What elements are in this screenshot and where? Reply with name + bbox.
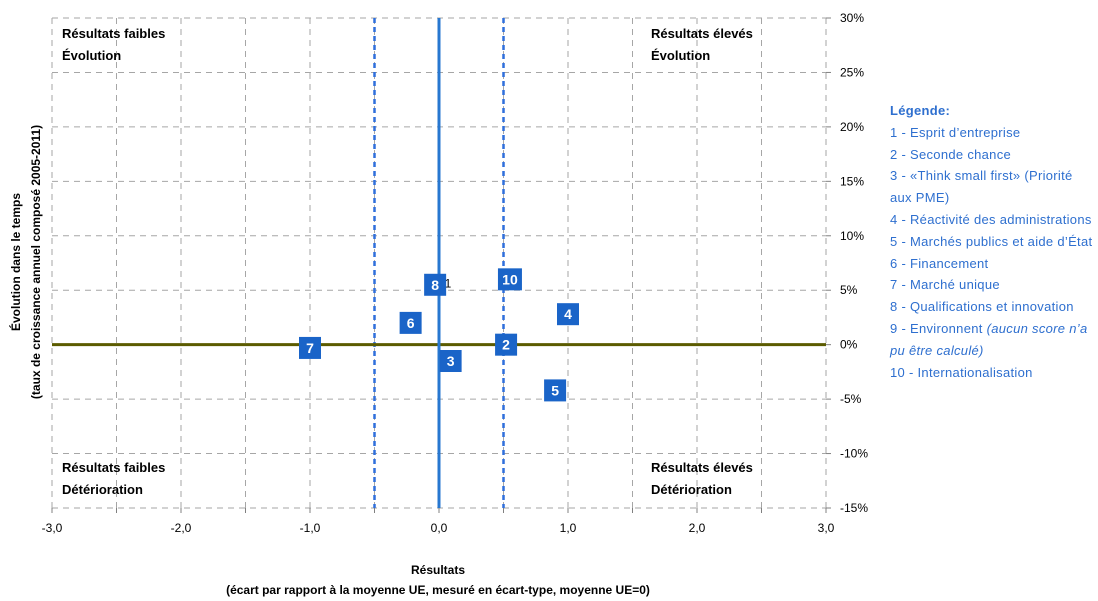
y-tick-label: 20% (840, 120, 864, 134)
y-tick-label: 10% (840, 229, 864, 243)
point-label: 3 (447, 353, 455, 369)
y-axis-title: Évolution dans le temps (8, 193, 23, 331)
quadrant-top-left-line1: Résultats faibles (62, 26, 165, 41)
point-box (399, 311, 422, 334)
quadrant-bottom-right-line1: Résultats élevés (651, 460, 753, 475)
legend-item-9: 9 - Environnent (aucun score n’a pu être… (890, 318, 1095, 362)
y-tick-label: -15% (840, 501, 868, 515)
legend-item-1: 1 - Esprit d’entreprise (890, 124, 1021, 140)
point-box (544, 379, 567, 402)
reference-lines (52, 18, 826, 508)
quadrant-bottom-left-line2: Détérioration (62, 482, 143, 497)
legend-item-5: 5 - Marchés publics et aide d’État (890, 233, 1093, 249)
y-tick-label: -5% (840, 392, 862, 406)
point-label: 8 (431, 277, 439, 293)
legend-item-3: 3 - «Think small first» (Priorité aux PM… (890, 168, 1073, 206)
legend-item-9-note: (aucun score n’a pu être calculé) (890, 320, 1088, 358)
point-marker-3: 3 (439, 350, 462, 372)
y-tick-label: 30% (840, 11, 864, 25)
point-box (557, 303, 579, 326)
point-box (497, 268, 522, 291)
point-label: 7 (306, 340, 314, 356)
quadrant-bottom-right-line2: Détérioration (651, 482, 732, 497)
point-marker-10: 10 (497, 268, 522, 291)
point-box (299, 336, 321, 359)
legend-item-4: 4 - Réactivité des administrations (890, 211, 1092, 227)
point-marker-4: 4 (557, 303, 579, 326)
x-axis-tick-labels: -3,0 -2,0 -1,0 0,0 1,0 2,0 3,0 (42, 521, 835, 535)
legend-item-8: 8 - Qualifications et innovation (890, 299, 1074, 315)
grid (51, 17, 831, 513)
y-tick-label: 15% (840, 174, 864, 188)
point-marker-5: 5 (544, 379, 567, 402)
x-axis-title: Résultats (411, 563, 465, 577)
x-tick-label: -2,0 (171, 521, 192, 535)
point-label: 10 (502, 271, 518, 287)
y-tick-label: 25% (840, 65, 864, 79)
x-tick-label: -1,0 (300, 521, 321, 535)
data-points: 1 2 3 4 5 6 7 8 10 (299, 268, 579, 402)
point-box (439, 350, 462, 372)
legend-title: Légende: (890, 103, 951, 118)
legend: Légende: 1 - Esprit d’entreprise 2 - Sec… (890, 100, 1095, 383)
x-tick-label: 3,0 (818, 521, 835, 535)
y-axis-subtitle: (taux de croissance annuel composé 2005-… (29, 125, 43, 399)
point-label: 5 (551, 382, 559, 398)
quadrant-top-right-line2: Évolution (651, 48, 710, 63)
legend-item-10: 10 - Internationalisation (890, 364, 1033, 380)
point-box (495, 333, 518, 356)
y-tick-label: 5% (840, 283, 858, 297)
point-marker-6: 6 (399, 311, 422, 334)
point-label: 2 (502, 337, 510, 353)
quadrant-labels: Résultats faibles Évolution Résultats él… (62, 26, 753, 497)
y-axis-tick-labels: 30% 25% 20% 15% 10% 5% 0% -5% -10% -15% (840, 11, 868, 515)
x-axis-subtitle: (écart par rapport à la moyenne UE, mesu… (226, 583, 650, 597)
quadrant-bottom-left-line1: Résultats faibles (62, 460, 165, 475)
y-tick-label: -10% (840, 447, 868, 461)
point-label: 4 (564, 306, 572, 322)
point-marker-2: 2 (495, 333, 518, 356)
x-tick-label: 1,0 (560, 521, 577, 535)
quadrant-top-left-line2: Évolution (62, 48, 121, 63)
point-box (424, 273, 447, 296)
x-tick-label: 2,0 (689, 521, 706, 535)
x-tick-label: -3,0 (42, 521, 63, 535)
point-marker-7: 7 (299, 336, 321, 359)
x-tick-label: 0,0 (431, 521, 448, 535)
legend-item-7: 7 - Marché unique (890, 277, 1000, 293)
quadrant-top-right-line1: Résultats élevés (651, 26, 753, 41)
point-label-1: 1 (445, 277, 452, 291)
legend-item-2: 2 - Seconde chance (890, 146, 1012, 162)
y-tick-label: 0% (840, 338, 858, 352)
point-label: 6 (407, 315, 415, 331)
legend-item-9-text: 9 - Environnent (890, 320, 987, 336)
legend-item-6: 6 - Financement (890, 255, 989, 271)
point-marker-8: 8 (424, 273, 447, 296)
